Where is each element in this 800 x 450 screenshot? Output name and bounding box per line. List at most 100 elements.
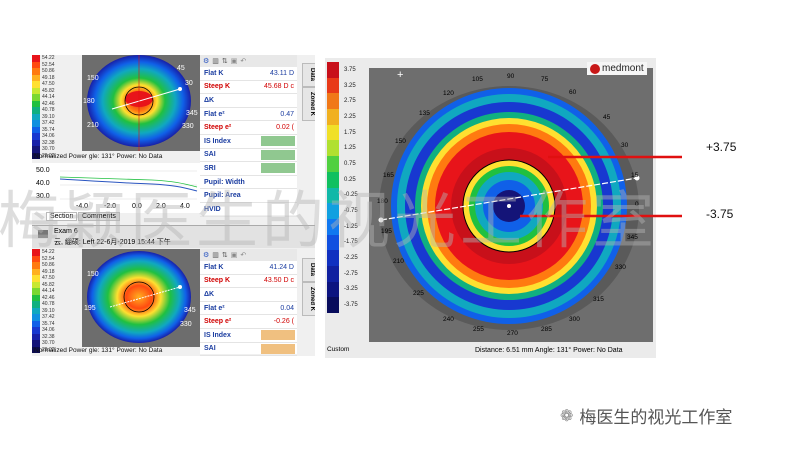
scale-step: 37.42: [32, 314, 82, 321]
readout-label: Flat e²: [204, 304, 225, 312]
profile-xtick-0: 0.0: [132, 203, 142, 210]
scale-value: 29.02: [42, 152, 55, 159]
scale-value: 49.18: [42, 268, 55, 275]
scale-step: 42.46: [32, 294, 82, 301]
readout-label: ΔK: [204, 96, 215, 104]
bottom-axial-map[interactable]: 150 195 345 330: [82, 249, 200, 347]
big-tick-180: 180: [377, 198, 388, 205]
tick-210: 210: [87, 122, 99, 129]
readout-toolbar-bottom: ⚙ ▥ ⇅ ▣ ↶: [200, 249, 297, 261]
difference-map[interactable]: + 105 90 75 60 120 135 150 165 180 195 2…: [369, 68, 653, 342]
scale-swatch: [32, 61, 40, 68]
scale-step: 34.06: [32, 327, 82, 334]
scale-swatch: [32, 288, 40, 295]
readout-row: HVID: [200, 203, 297, 217]
readout-row: ΔK: [200, 94, 297, 108]
sort-icon[interactable]: ⇅: [221, 58, 228, 65]
scale-step: 40.78: [32, 107, 82, 114]
scale-swatch: [32, 346, 40, 353]
profile-xtick-m2: -2.0: [104, 203, 117, 210]
chart-icon[interactable]: ▥: [212, 252, 219, 259]
tab-zoned-k-bottom[interactable]: Zoned K: [302, 282, 315, 316]
scale-swatch: [32, 74, 40, 81]
scale-step: 0.75: [327, 156, 365, 172]
difference-map-status: Distance: 6.51 mm Angle: 131° Power: No …: [475, 347, 623, 354]
scale-value: 44.14: [42, 94, 55, 101]
index-indicator: [261, 136, 295, 147]
scale-value: 0.25: [344, 176, 356, 183]
readout-row: SRI: [200, 162, 297, 176]
scale-swatch: [32, 113, 40, 120]
save-icon[interactable]: ▣: [230, 58, 238, 65]
scale-value: -0.75: [344, 208, 358, 215]
scale-value: 39.10: [42, 113, 55, 120]
readout-row: IS Index: [200, 329, 297, 343]
scale-step: 30.70: [32, 146, 82, 153]
scale-value: -2.75: [344, 270, 358, 277]
watermark-text: 梅颖医生的视光工作室: [0, 184, 659, 257]
index-indicator: [261, 343, 295, 354]
readout-value: -0.26 (: [273, 318, 294, 326]
save-icon[interactable]: ▣: [230, 252, 238, 259]
chart-icon[interactable]: ▥: [212, 58, 219, 65]
scale-swatch: [32, 120, 40, 127]
tab-comments[interactable]: Comments: [78, 212, 120, 221]
scale-value: -3.75: [344, 302, 358, 309]
scale-swatch: [32, 307, 40, 314]
tab-section[interactable]: Section: [46, 212, 78, 221]
top-map-status: Normalized Power gle: 131° Power: No Dat…: [34, 153, 163, 160]
scale-value: -1.75: [344, 239, 358, 246]
svg-text:+: +: [397, 69, 403, 81]
sort-icon[interactable]: ⇅: [221, 252, 228, 259]
readout-row: Flat e² 0.47: [200, 108, 297, 122]
tab-zoned-k-top[interactable]: Zoned K: [302, 87, 315, 121]
scale-value: 37.42: [42, 314, 55, 321]
scale-step: 54.22: [32, 249, 82, 256]
readout-value: 0.02 (: [276, 124, 294, 132]
index-indicator: [261, 330, 295, 341]
undo-icon[interactable]: ↶: [240, 252, 247, 259]
scale-swatch: [327, 62, 339, 78]
scale-step: -3.25: [327, 281, 365, 298]
scale-value: 1.75: [344, 129, 356, 136]
big-tick-75: 75: [541, 76, 549, 83]
scale-swatch: [32, 139, 40, 146]
readout-row: Flat K 41.24 D: [200, 261, 297, 275]
scale-step: 50.86: [32, 262, 82, 269]
big-tick-90: 90: [507, 73, 515, 80]
settings-icon[interactable]: ⚙: [203, 252, 210, 259]
tab-data-top[interactable]: Data: [302, 63, 315, 87]
scale-value: 40.78: [42, 107, 55, 114]
top-axial-map[interactable]: 150 180 210 45 30 330 345: [82, 55, 200, 151]
scale-step: 52.54: [32, 255, 82, 262]
tab-data-bottom[interactable]: Data: [302, 258, 315, 282]
readout-value: 0.04: [280, 304, 294, 312]
scale-swatch: [32, 94, 40, 101]
scale-swatch: [32, 87, 40, 94]
readout-label: Steep K: [204, 83, 231, 91]
scale-step: 39.10: [32, 113, 82, 120]
wechat-account-name: 梅医生的视光工作室: [579, 408, 733, 427]
scale-step: 2.75: [327, 93, 365, 110]
undo-icon[interactable]: ↶: [240, 58, 247, 65]
scale-swatch: [32, 320, 40, 327]
scale-step: 50.86: [32, 68, 82, 75]
scale-swatch: [327, 140, 339, 157]
scale-swatch: [327, 250, 339, 266]
tick-330-bottom: 330: [180, 321, 192, 328]
scale-swatch: [32, 275, 40, 282]
scale-swatch: [32, 340, 40, 347]
bottom-readout-panel: ⚙ ▥ ⇅ ▣ ↶ Flat K 41.24 D Steep K 43.50 D c Δ…: [200, 249, 297, 356]
medmont-logo-icon: [590, 63, 600, 74]
settings-icon[interactable]: ⚙: [203, 58, 210, 65]
right-difference-window: 3.75 3.25 2.75 2.25 1.75 1.25 0.75 0.25 -0.25 -0.…: [325, 58, 656, 358]
scale-value: 49.18: [42, 74, 55, 81]
scale-value: 35.74: [42, 126, 55, 133]
scale-swatch: [32, 314, 40, 321]
scale-value: 32.38: [42, 333, 55, 340]
scale-swatch: [327, 265, 339, 282]
readout-label: Pupil: Width: [204, 178, 245, 186]
scale-swatch: [32, 55, 40, 62]
scale-value: 39.10: [42, 307, 55, 314]
